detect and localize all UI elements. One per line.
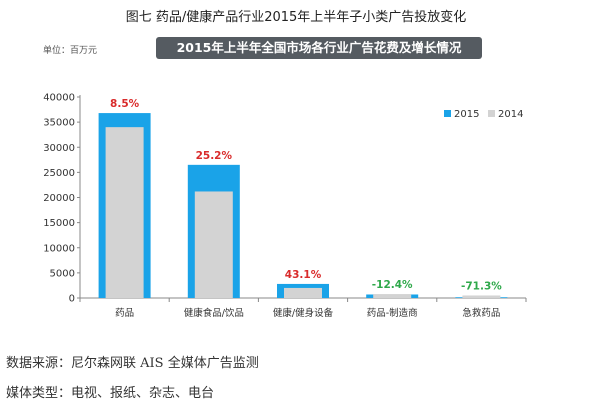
y-tick-label: 20000 [43,193,75,204]
y-tick-label: 35000 [43,118,75,129]
growth-label: -12.4% [372,279,413,291]
figure-title: 图七 药品/健康产品行业2015年上半年子小类广告投放变化 [125,10,467,25]
category-label: 药品-制造商 [367,307,418,319]
y-tick-label: 25000 [43,168,75,179]
legend-swatch-2014 [488,110,495,117]
chart-title: 2015年上半年全国市场各行业广告花费及增长情况 [156,37,482,59]
growth-label: 25.2% [196,150,233,162]
bar-2014 [105,127,144,299]
legend-label-2014: 2014 [498,109,523,120]
bar-2014 [194,191,233,298]
y-tick-label: 40000 [43,93,75,104]
media-type-note: 媒体类型：电视、报纸、杂志、电台 [6,386,215,401]
category-label: 健康/健身设备 [273,307,334,319]
growth-label: 8.5% [110,98,140,110]
bar-2014 [284,287,322,298]
bar-2014 [462,295,501,298]
legend-swatch-2015 [444,110,451,117]
growth-label: -71.3% [461,280,502,292]
legend-label-2015: 2015 [454,109,479,120]
y-tick-label: 30000 [43,143,75,154]
category-label: 急救药品 [462,307,500,319]
y-tick-label: 10000 [43,243,75,254]
growth-label: 43.1% [285,269,322,281]
category-label: 药品 [115,308,134,319]
bar-2014 [373,294,412,298]
y-tick-label: 5000 [50,268,75,279]
bar-chart: 0 5000 10000 15000 20000 25000 30000 35000 40000… [43,93,527,319]
chart-panel: 单位：百万元 2015年上半年全国市场各行业广告花费及增长情况 0 5000 100… [38,30,548,348]
y-tick-label: 0 [69,294,75,305]
unit-label: 单位：百万元 [43,46,98,56]
y-tick-label: 15000 [43,218,75,229]
source-note: 数据来源：尼尔森网联 AIS 全媒体广告监测 [6,356,259,371]
category-label: 健康食品/饮品 [184,307,244,319]
